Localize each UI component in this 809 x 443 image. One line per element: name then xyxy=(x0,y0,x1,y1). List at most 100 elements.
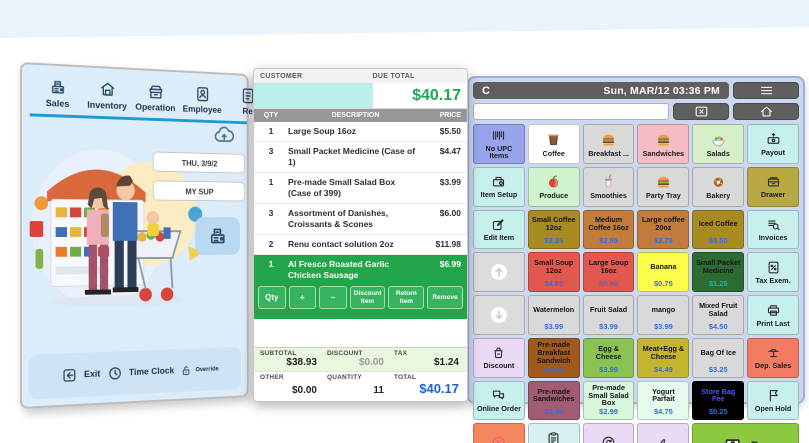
tile-label: Pre-made Small Salad Box xyxy=(588,382,629,408)
tile-small-packet-medicine[interactable]: Small Packet Medicine $1.25 xyxy=(692,252,745,293)
tile-large-soup-16oz[interactable]: Large Soup 16oz $5.50 xyxy=(582,252,635,293)
tile-meat-egg-cheese[interactable]: Meat+Egg & Cheese $4.49 xyxy=(637,337,690,378)
tile-fruit-salad[interactable]: Fruit Salad $3.99 xyxy=(582,295,635,335)
totals-row-2: OTHER $0.00 QUANTITY 11 TOTAL $40.17 xyxy=(254,371,467,401)
tile-large-coffee-20oz[interactable]: Large coffee 20oz $2.79 xyxy=(637,209,690,250)
discount-item-button[interactable]: Discount Item xyxy=(349,286,386,310)
item-button[interactable]: + xyxy=(288,286,317,310)
tile-iced-coffee[interactable]: Iced Coffee $3.50 xyxy=(692,209,745,250)
tab-employee[interactable]: Employee xyxy=(183,84,222,116)
tile-dep-sales[interactable]: Dep. Sales xyxy=(747,337,799,378)
tile-invoices[interactable]: Invoices xyxy=(747,209,799,250)
tile-banana[interactable]: Banana $0.75 xyxy=(637,252,690,293)
open-register-button[interactable] xyxy=(195,217,241,255)
tile-mango[interactable]: mango $3.99 xyxy=(637,295,690,335)
tile-cancel[interactable]: Cancel xyxy=(473,423,525,443)
qty-button[interactable]: Qty xyxy=(258,286,286,310)
business-date-button[interactable]: THU, 3/9/2 xyxy=(152,151,246,174)
tile-breakfast[interactable]: Breakfast ... xyxy=(582,124,635,164)
tab-operation[interactable]: Operation xyxy=(135,82,175,114)
tile-pre-made-sandwiches[interactable]: Pre-made Sandwiches $5.49 xyxy=(527,380,580,421)
tile-mixed-fruit-salad[interactable]: Mixed Fruit Salad $4.50 xyxy=(692,295,745,335)
tile-price: $5.50 xyxy=(599,279,618,289)
tile-sandwiches[interactable]: Sandwiches xyxy=(637,124,690,164)
tile-price: $4.75 xyxy=(654,407,673,417)
clear-search-button[interactable] xyxy=(673,103,729,120)
home-button[interactable] xyxy=(733,103,799,120)
tile-drawer[interactable]: Drawer xyxy=(747,166,799,207)
tile-label: Store Bag Fee xyxy=(701,386,736,404)
tile-label: Sandwiches xyxy=(642,148,685,158)
quantity-label: QUANTITY xyxy=(327,374,362,381)
tile-payout[interactable]: Payout xyxy=(747,124,799,164)
tile-print-last[interactable]: Print Last xyxy=(747,295,799,335)
tile-manage-order[interactable]: Manage Order xyxy=(527,423,580,443)
override-button[interactable]: Override xyxy=(181,363,219,377)
tile-price: $5.49 xyxy=(544,407,564,417)
tile-price: $1.25 xyxy=(708,279,728,289)
tile-price: $4.65 xyxy=(544,279,564,289)
cart-item-price: $3.99 xyxy=(439,177,461,188)
scroll-arrow-up-button[interactable] xyxy=(473,252,525,293)
cart-row[interactable]: 1 Pre-made Small Salad Box (Case of 399) $… xyxy=(254,173,467,205)
tile-bag-of-ice[interactable]: Bag Of Ice $3.25 xyxy=(692,337,745,378)
bottom-item-label: Exit xyxy=(84,368,101,381)
tile-small-coffee-12oz[interactable]: Small Coffee 12oz $2.25 xyxy=(527,209,580,250)
store-name-button[interactable]: MY SUP xyxy=(152,180,246,202)
price-column-header: PRICE xyxy=(439,112,461,119)
scroll-arrow-down-button[interactable] xyxy=(473,295,525,335)
tile-watermelon[interactable]: Watermelon $3.99 xyxy=(527,295,580,335)
tile-party-tray[interactable]: Party Tray xyxy=(637,166,690,207)
drawer-icon xyxy=(766,174,781,189)
tile-egg-cheese[interactable]: Egg & Cheese $3.99 xyxy=(582,337,635,378)
tile-label: Coffee xyxy=(542,148,565,158)
time-clock-button[interactable]: Time Clock xyxy=(107,363,174,382)
tile-no-upc-items[interactable]: No UPC Items xyxy=(473,124,525,164)
cloud-sync-icon xyxy=(214,123,235,147)
tile-bakery[interactable]: Bakery xyxy=(692,166,745,207)
tile-price: $4.49 xyxy=(654,364,673,374)
cart-item-price: $5.50 xyxy=(439,126,461,136)
customer-field[interactable] xyxy=(254,83,374,108)
tab-sales[interactable]: Sales xyxy=(39,77,75,110)
cart-row[interactable]: 3 Assortment of Danishes, Croissants & Sc… xyxy=(254,204,467,236)
tile-open-hold[interactable]: Open Hold xyxy=(747,380,799,421)
tab-inventory[interactable]: Inventory xyxy=(87,79,127,112)
tile-price: $3.50 xyxy=(708,236,728,246)
tile-small-soup-12oz[interactable]: Small Soup 12oz $4.65 xyxy=(527,252,580,293)
remove-button[interactable]: Remove xyxy=(427,286,463,310)
tile-label: Egg & Cheese xyxy=(595,343,622,361)
tile-yogurt-parfait[interactable]: Yogurt Parfait $4.75 xyxy=(637,380,690,421)
tile-pre-made-small-salad-box[interactable]: Pre-made Small Salad Box $2.99 xyxy=(582,380,635,421)
tile-edit-item[interactable]: Edit Item xyxy=(473,209,525,250)
setup-icon xyxy=(491,174,506,189)
return-item-button[interactable]: Return Item xyxy=(388,286,425,310)
selected-item-actions: Qty + − Discount Item Return Item Remove xyxy=(254,281,467,315)
tile-online-order[interactable]: Online Order xyxy=(473,380,525,421)
search-input[interactable] xyxy=(473,103,669,120)
tile-hold[interactable]: Hold xyxy=(637,423,690,443)
item-button[interactable]: − xyxy=(319,286,347,310)
exit-button[interactable]: Exit xyxy=(61,366,100,384)
tile-pay[interactable]: Pay xyxy=(692,423,799,443)
tile-refund[interactable]: Refund xyxy=(582,423,635,443)
cart-row[interactable]: 1 Large Soup 16oz $5.50 xyxy=(254,122,467,143)
tile-pre-made-breakfast-sandwich[interactable]: Pre-made Breakfast Sandwich $4.49 xyxy=(527,337,580,378)
back-office-window: Sales Inventory Operation Employee Re xyxy=(20,62,248,409)
tile-store-bag-fee[interactable]: Store Bag Fee $0.25 xyxy=(692,380,745,421)
cart-item-desc: Pre-made Small Salad Box (Case of 399) xyxy=(288,177,396,199)
tile-discount[interactable]: Discount xyxy=(473,337,525,378)
tile-label: Open Hold xyxy=(754,404,792,414)
tile-salads[interactable]: Salads xyxy=(692,124,745,164)
cart-row-selected[interactable]: 1 Al Fresco Roasted Garlic Chicken Sausag… xyxy=(254,255,467,320)
cart-row[interactable]: 2 Renu contact solution 2oz $11.98 xyxy=(254,235,467,256)
cart-row[interactable]: 3 Small Packet Medicine (Case of 1) $4.47 xyxy=(254,142,467,174)
tile-medium-coffee-16oz[interactable]: Medium Coffee 16oz $2.65 xyxy=(582,209,635,250)
tile-smoothies[interactable]: Smoothies xyxy=(582,166,635,207)
tile-produce[interactable]: Produce xyxy=(527,166,580,207)
menu-button[interactable] xyxy=(733,82,799,99)
cart-item-price: $6.99 xyxy=(439,259,461,270)
tile-coffee[interactable]: Coffee xyxy=(527,124,580,164)
tile-tax-exem[interactable]: Tax Exem. xyxy=(747,252,799,293)
tile-item-setup[interactable]: Item Setup xyxy=(473,166,525,207)
